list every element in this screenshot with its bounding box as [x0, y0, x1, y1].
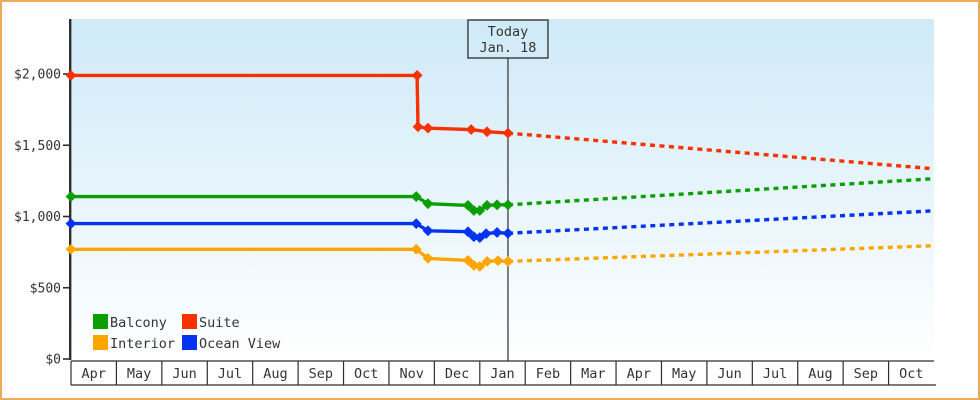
x-axis-month-label: Oct — [899, 366, 923, 382]
series-balcony-marker — [481, 199, 493, 211]
y-tick-label: $0 — [45, 353, 61, 368]
legend-label-suite: Suite — [199, 315, 240, 331]
legend-label-balcony: Balcony — [110, 315, 167, 331]
x-axis-month-label: Nov — [399, 366, 423, 382]
series-balcony-marker — [474, 205, 486, 216]
series-interior-marker — [65, 243, 77, 255]
series-ocean-view-marker — [502, 227, 514, 239]
series-balcony-marker — [468, 205, 480, 216]
x-axis-month-label: Mar — [581, 366, 605, 382]
series-suite-marker — [502, 127, 514, 139]
series-balcony-marker — [410, 191, 422, 202]
series-ocean-view-marker — [65, 218, 77, 230]
series-suite-marker — [412, 121, 424, 133]
series-interior-marker — [481, 256, 493, 267]
x-axis-month-label: Oct — [354, 366, 378, 382]
legend-swatch-suite — [182, 314, 197, 329]
series-suite-marker — [481, 126, 493, 138]
today-label: Today — [488, 24, 529, 40]
series-interior-marker — [422, 252, 434, 264]
series-balcony-marker — [502, 199, 514, 211]
y-tick-label: $500 — [30, 281, 61, 296]
y-tick-label: $1,500 — [14, 139, 61, 154]
series-interior-marker — [410, 243, 422, 255]
series-suite-forecast-line — [507, 131, 935, 171]
series-balcony-forecast-line — [507, 177, 935, 207]
x-axis-month-label: Sep — [854, 366, 878, 382]
x-axis-month-label: Apr — [82, 366, 106, 382]
x-axis-month-label: Aug — [808, 366, 832, 382]
series-interior-marker — [462, 254, 474, 266]
x-axis-month-label: Feb — [536, 366, 560, 382]
series-suite-marker — [465, 124, 477, 135]
series-interior-marker — [502, 255, 514, 267]
x-axis-month-label: Sep — [309, 366, 333, 382]
x-axis-month-label: May — [672, 366, 696, 382]
legend-swatch-balcony — [93, 314, 108, 329]
y-tick-label: $1,000 — [14, 210, 61, 225]
series-ocean-view-marker — [462, 226, 474, 238]
today-annotation-box — [467, 19, 549, 59]
plot-area — [71, 19, 934, 360]
legend-label-interior: Interior — [110, 336, 175, 352]
series-interior-marker — [492, 255, 504, 267]
series-ocean-view-forecast-line — [507, 209, 935, 235]
legend-swatch-interior — [93, 335, 108, 350]
series-ocean-view-marker — [410, 218, 422, 230]
series-ocean-view-marker — [480, 228, 492, 239]
legend-label-ocean-view: Ocean View — [199, 336, 281, 352]
series-suite-marker — [422, 122, 434, 134]
x-axis-month-label: Dec — [445, 366, 469, 382]
today-date-label: Jan. 18 — [479, 40, 536, 56]
x-axis-month-label: Apr — [627, 366, 651, 382]
x-axis-month-label: Jun — [717, 366, 741, 382]
x-axis-month-label: May — [127, 366, 151, 382]
x-axis-month-label: Aug — [263, 366, 287, 382]
x-axis-month-label: Jan — [490, 366, 514, 382]
x-axis-month-label: Jul — [763, 366, 787, 382]
series-suite-marker — [411, 70, 423, 81]
legend-swatch-ocean-view — [182, 335, 197, 350]
series-balcony-marker — [491, 199, 503, 211]
series-ocean-view-marker — [491, 227, 503, 238]
series-suite-marker — [65, 70, 77, 81]
series-interior-forecast-line — [507, 244, 935, 264]
y-tick-label: $2,000 — [14, 68, 61, 83]
series-balcony-marker — [422, 198, 434, 210]
series-interior-marker — [474, 260, 486, 272]
series-balcony-marker — [65, 191, 77, 202]
x-axis-month-label: Jul — [218, 366, 242, 382]
x-axis-month-label: Jun — [172, 366, 196, 382]
series-ocean-view-marker — [422, 225, 434, 237]
series-balcony-marker — [462, 199, 474, 211]
